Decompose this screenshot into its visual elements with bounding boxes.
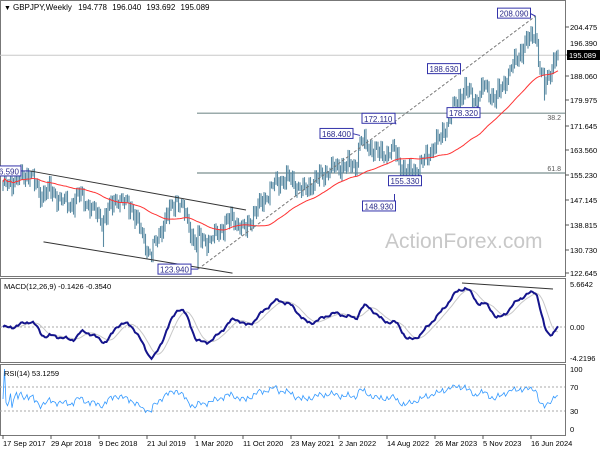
annotation-label: 178.320 [449, 109, 478, 118]
date-tick-label: 21 Jul 2019 [147, 439, 186, 448]
trendline [29, 170, 247, 211]
watermark: ActionForex.com [385, 230, 543, 253]
price-tick-label: 122.645 [570, 269, 597, 278]
close-value: 195.089 [181, 3, 210, 12]
annotation-box [362, 200, 396, 212]
price-tick-label: 147.145 [570, 196, 597, 205]
rsi-line [2, 368, 559, 414]
low-value: 193.692 [146, 3, 175, 12]
annotation-box [361, 112, 396, 124]
price-tick-label: 130.730 [570, 246, 597, 255]
high-value: 196.040 [112, 3, 141, 12]
macd-tick-label: 5.6642 [570, 280, 593, 289]
annotation-label: 208.090 [500, 10, 529, 19]
rsi-tick-label: 0 [570, 425, 574, 434]
annotation-box [446, 107, 481, 119]
date-tick-label: 1 Mar 2020 [195, 439, 233, 448]
date-tick-label: 14 Aug 2022 [387, 439, 429, 448]
date-tick-label: 11 Oct 2020 [243, 439, 283, 448]
fib-level-label: 61.8 [547, 166, 561, 173]
current-price-label: 195.089 [569, 51, 596, 60]
annotation-label: 155.330 [391, 177, 420, 186]
date-tick-label: 26 Mar 2023 [435, 439, 477, 448]
annotation-label: 123.940 [160, 266, 189, 275]
dropdown-arrow-icon[interactable]: ▼ [4, 5, 11, 12]
annotation-box [157, 263, 192, 275]
macd-label: MACD(12,26,9) -0.1426 -0.3540 [4, 282, 111, 291]
date-tick-label: 23 May 2021 [291, 439, 334, 448]
fib-level-label: 38.2 [547, 115, 561, 122]
trendline [197, 15, 536, 270]
annotation-box [319, 127, 354, 139]
main-panel [0, 0, 566, 277]
moving-average-line [2, 70, 559, 231]
symbol-header: GBPJPY,Weekly 194.778 196.040 193.692 19… [13, 3, 210, 12]
annotation-box [497, 7, 531, 19]
date-tick-label: 5 Nov 2023 [483, 439, 521, 448]
annotation-box [0, 165, 22, 177]
macd-line [2, 286, 559, 361]
price-tick-label: 196.390 [570, 39, 597, 48]
date-tick-label: 2 Jan 2022 [339, 439, 376, 448]
annotation-label: 156.590 [0, 167, 19, 176]
rsi-panel [0, 364, 566, 436]
annotation-box [427, 63, 461, 75]
price-tick-label: 155.230 [570, 171, 597, 180]
macd-panel [0, 278, 566, 363]
macd-tick-label: -4.2196 [570, 354, 595, 363]
price-tick-label: 179.975 [570, 96, 597, 105]
price-tick-label: 171.645 [570, 122, 597, 131]
macd-trendline [461, 282, 554, 290]
rsi-tick-label: 100 [570, 365, 583, 374]
rsi-label: RSI(14) 53.1259 [4, 369, 59, 378]
annotation-label: 148.930 [365, 202, 394, 211]
annotation-label: 168.400 [322, 130, 351, 139]
annotation-label: 172.110 [364, 115, 393, 124]
price-tick-label: 163.560 [570, 146, 597, 155]
rsi-tick-label: 70 [570, 383, 578, 392]
rsi-tick-label: 30 [570, 407, 578, 416]
annotation-box [388, 175, 422, 187]
macd-signal-line [2, 289, 559, 355]
price-tick-label: 204.475 [570, 23, 597, 32]
date-tick-label: 9 Dec 2018 [99, 439, 137, 448]
annotation-label: 188.630 [430, 65, 459, 74]
date-tick-label: 16 Jun 2024 [531, 439, 572, 448]
symbol: GBPJPY,Weekly [13, 3, 72, 12]
price-tick-label: 138.815 [570, 221, 597, 230]
trendline [43, 241, 233, 274]
price-tick-label: 188.060 [570, 72, 597, 81]
date-tick-label: 29 Apr 2018 [51, 439, 91, 448]
date-tick-label: 17 Sep 2017 [3, 439, 46, 448]
current-price-box [567, 50, 600, 60]
open-value: 194.778 [78, 3, 107, 12]
macd-tick-label: 0.00 [570, 323, 585, 332]
